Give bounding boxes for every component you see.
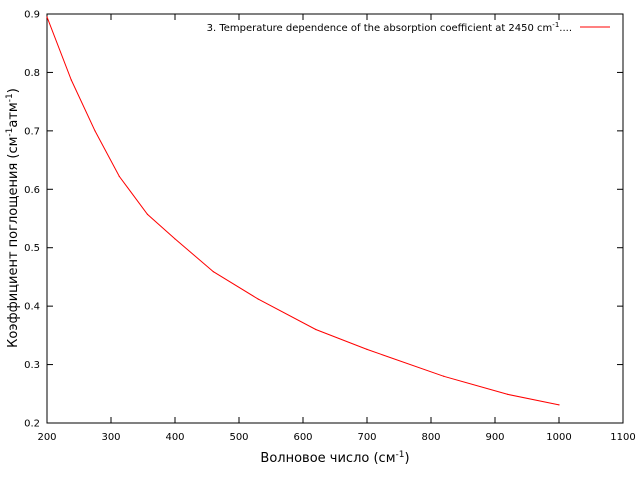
x-tick-label: 900 bbox=[485, 432, 504, 443]
data-point bbox=[315, 328, 317, 331]
x-tick-label: 500 bbox=[229, 432, 248, 443]
x-axis-title: Волновое число (см-1) bbox=[260, 450, 409, 466]
data-point bbox=[366, 348, 368, 350]
y-tick-label: 0.5 bbox=[24, 243, 40, 254]
y-tick-label: 0.7 bbox=[24, 126, 40, 137]
y-tick-label: 0.8 bbox=[24, 68, 40, 79]
data-point bbox=[70, 79, 72, 81]
data-point bbox=[146, 213, 149, 216]
data-point bbox=[443, 375, 445, 377]
x-tick-label: 600 bbox=[293, 432, 312, 443]
y-tick-label: 0.4 bbox=[24, 302, 40, 313]
x-tick-label: 800 bbox=[421, 432, 440, 443]
x-tick-label: 300 bbox=[101, 432, 120, 443]
x-tick-label: 400 bbox=[165, 432, 184, 443]
series-line bbox=[46, 16, 560, 406]
data-point bbox=[174, 238, 176, 240]
legend: 3. Temperature dependence of the absorpt… bbox=[207, 21, 610, 34]
x-tick-label: 1000 bbox=[546, 432, 571, 443]
y-axis-ticks: 0.2 0.3 0.4 0.5 0.6 0.7 0.8 0.9 bbox=[24, 10, 623, 430]
y-tick-label: 0.6 bbox=[24, 185, 40, 196]
x-tick-label: 1100 bbox=[610, 432, 635, 443]
data-point bbox=[558, 404, 560, 406]
series-points bbox=[46, 16, 560, 406]
y-tick-label: 0.3 bbox=[24, 360, 40, 371]
legend-label: 3. Temperature dependence of the absorpt… bbox=[207, 21, 572, 34]
y-tick-label: 0.2 bbox=[24, 419, 40, 430]
x-axis-ticks: 200 300 400 500 600 700 800 900 1000 1100 bbox=[37, 14, 636, 443]
data-point bbox=[257, 298, 259, 300]
y-axis-title: Коэффициент поглощения (см-1атм-1) bbox=[5, 88, 21, 348]
data-point bbox=[212, 271, 214, 273]
y-tick-label: 0.9 bbox=[24, 10, 40, 21]
data-point bbox=[507, 393, 509, 395]
x-tick-label: 200 bbox=[37, 432, 56, 443]
data-point bbox=[94, 130, 96, 132]
data-point bbox=[46, 16, 48, 18]
data-point bbox=[118, 175, 120, 178]
plot-frame bbox=[46, 13, 624, 424]
x-tick-label: 700 bbox=[357, 432, 376, 443]
